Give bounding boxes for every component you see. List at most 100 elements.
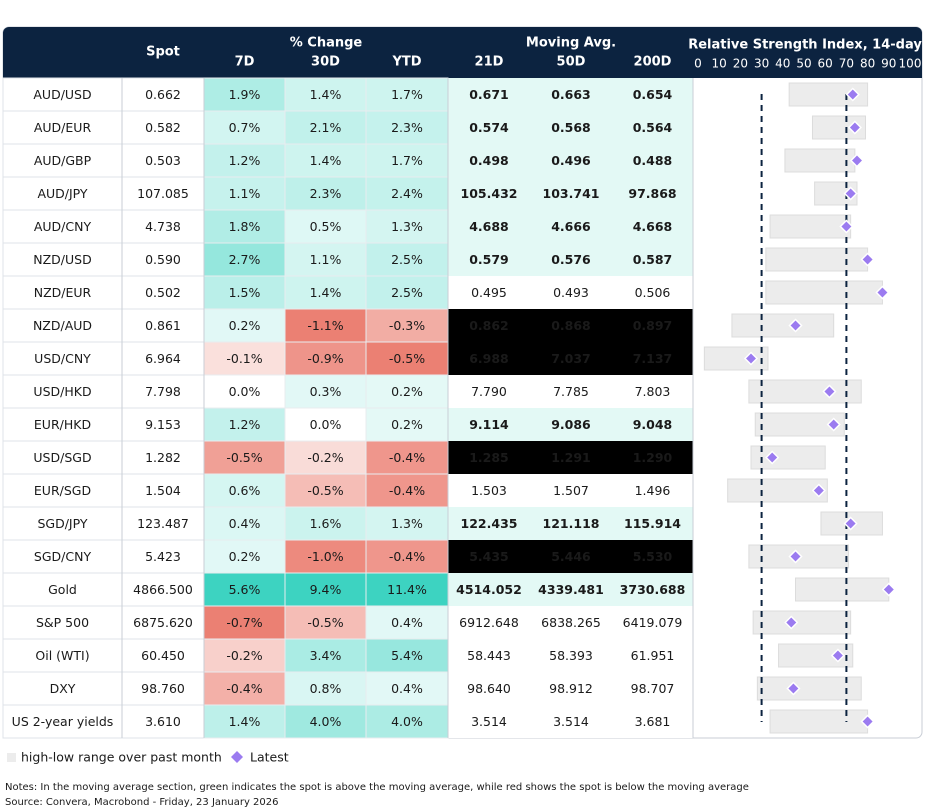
ma-cell [612, 210, 693, 243]
rsi-latest [765, 450, 780, 465]
spot-value: 0.662 [145, 87, 181, 102]
rsi-latest [788, 549, 803, 564]
rsi-range [750, 445, 826, 470]
change-value: 2.5% [391, 285, 423, 300]
row-label: AUD/USD [33, 87, 91, 102]
change-value: 2.3% [310, 186, 342, 201]
rsi-latest [788, 318, 803, 333]
change-value: 4.0% [310, 714, 342, 729]
change-value: -0.7% [226, 615, 262, 630]
change-cell [203, 308, 286, 343]
spot-value: 1.282 [145, 450, 181, 465]
rsi-latest [822, 384, 837, 399]
rsi-latest [843, 516, 858, 531]
ma-cell [612, 243, 693, 276]
ma-value: 0.574 [469, 120, 509, 135]
ma-cell [448, 441, 530, 474]
legend-range-label: high-low range over past month [21, 750, 222, 765]
ma-value: 6838.265 [541, 615, 601, 630]
ma-value: 4.688 [469, 219, 509, 234]
spot-cell [121, 440, 205, 475]
ma-value: 9.086 [551, 417, 591, 432]
change-value: 1.9% [229, 87, 261, 102]
ma-cell [530, 672, 612, 705]
ma-cell [448, 606, 530, 639]
change-value: 1.7% [391, 153, 423, 168]
rsi-range [731, 313, 835, 338]
change-value: -0.5% [389, 351, 425, 366]
ma-value: 103.741 [543, 186, 600, 201]
change-value: 1.4% [310, 87, 342, 102]
change-value: -0.9% [307, 351, 343, 366]
change-cell [284, 704, 367, 739]
ma-cell [448, 408, 530, 441]
ma-value: 0.654 [633, 87, 673, 102]
change-value: 0.4% [391, 681, 423, 696]
ma-cell [612, 474, 693, 507]
ma-value: 1.285 [469, 450, 509, 465]
rsi-latest [847, 120, 862, 135]
change-cell [284, 539, 367, 574]
ma-value: 58.393 [549, 648, 593, 663]
change-cell [203, 275, 286, 310]
legend-latest-label: Latest [250, 750, 289, 765]
rsi-latest [839, 219, 854, 234]
change-value: 2.1% [310, 120, 342, 135]
ma-value: 1.290 [633, 450, 673, 465]
change-value: 1.2% [229, 153, 261, 168]
spot-cell [121, 704, 205, 739]
change-value: 1.4% [310, 153, 342, 168]
ma-cell [530, 474, 612, 507]
change-cell [284, 605, 367, 640]
ma-value: 0.663 [551, 87, 591, 102]
ma-cell [612, 408, 693, 441]
spot-value: 0.503 [145, 153, 181, 168]
rsi-range [765, 247, 869, 272]
label-cell [2, 704, 123, 739]
label-cell [2, 506, 123, 541]
rsi-range [748, 379, 862, 404]
change-value: 2.5% [391, 252, 423, 267]
rsi-range [754, 412, 845, 437]
change-cell [365, 539, 449, 574]
change-value: -0.4% [389, 549, 425, 564]
change-value: 11.4% [387, 582, 427, 597]
change-value: -0.2% [307, 450, 343, 465]
ma-value: 6912.648 [459, 615, 519, 630]
ma-value: 4.666 [551, 219, 591, 234]
ma-value: 0.576 [551, 252, 591, 267]
ma-value: 7.790 [471, 384, 507, 399]
change-cell [284, 209, 367, 244]
ma-cell [530, 441, 612, 474]
ma-cell [448, 375, 530, 408]
row-label: Gold [48, 582, 77, 597]
label-cell [2, 407, 123, 442]
ma-cell [448, 243, 530, 276]
ma-value: 0.897 [633, 318, 673, 333]
label-cell [2, 143, 123, 178]
ma-cell [612, 672, 693, 705]
change-value: 3.4% [310, 648, 342, 663]
spot-cell [121, 572, 205, 607]
spot-cell [121, 143, 205, 178]
moving-avg-header: Moving Avg. [526, 36, 616, 51]
row-label: S&P 500 [36, 615, 89, 630]
change-value: -0.3% [389, 318, 425, 333]
ma-cell [612, 276, 693, 309]
ma-value: 5.435 [469, 549, 509, 564]
row-label: AUD/GBP [34, 153, 92, 168]
ma-cell [612, 540, 693, 573]
label-cell [2, 341, 123, 376]
change-value: 1.4% [229, 714, 261, 729]
ma-value: 98.707 [631, 681, 675, 696]
rsi-latest [875, 285, 890, 300]
rsi-latest [826, 417, 841, 432]
ma-cell [530, 639, 612, 672]
change-cell [284, 341, 367, 376]
ma-cell [448, 639, 530, 672]
ma-value: 7.803 [635, 384, 671, 399]
change-value: -0.4% [226, 681, 262, 696]
rsi-tick-label: 0 [694, 57, 702, 71]
ma-value: 4.668 [633, 219, 673, 234]
spot-value: 3.610 [145, 714, 181, 729]
